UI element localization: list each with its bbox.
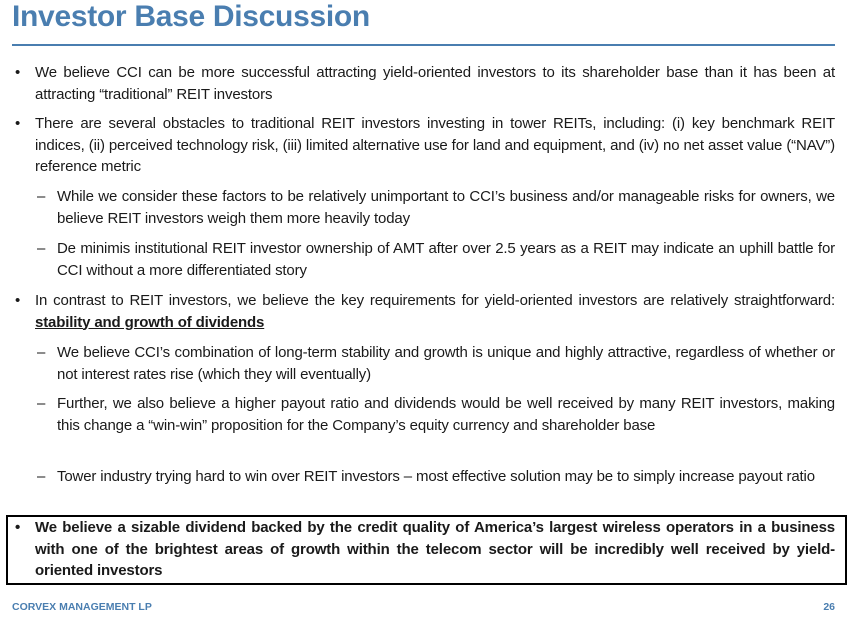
sub-bullet: Further, we also believe a higher payout… [37, 393, 835, 436]
bullet: There are several obstacles to tradition… [15, 113, 835, 178]
sub-bullet: We believe CCI’s combination of long-ter… [37, 342, 835, 385]
footer-company: CORVEX MANAGEMENT LP [12, 601, 152, 613]
title-rule [12, 44, 835, 46]
sub-bullet: De minimis institutional REIT investor o… [37, 238, 835, 281]
page-number: 26 [823, 601, 835, 613]
sub-bullet: Tower industry trying hard to win over R… [37, 466, 835, 488]
slide-title: Investor Base Discussion [12, 0, 370, 33]
callout-text: We believe a sizable dividend backed by … [15, 517, 835, 582]
bullet: In contrast to REIT investors, we believ… [15, 290, 835, 333]
bullet-text: In contrast to REIT investors, we believ… [35, 292, 835, 309]
bullet-emphasis: stability and growth of dividends [35, 313, 265, 331]
bullet: We believe CCI can be more successful at… [15, 62, 835, 105]
sub-bullet: While we consider these factors to be re… [37, 186, 835, 229]
callout-box [6, 515, 847, 585]
